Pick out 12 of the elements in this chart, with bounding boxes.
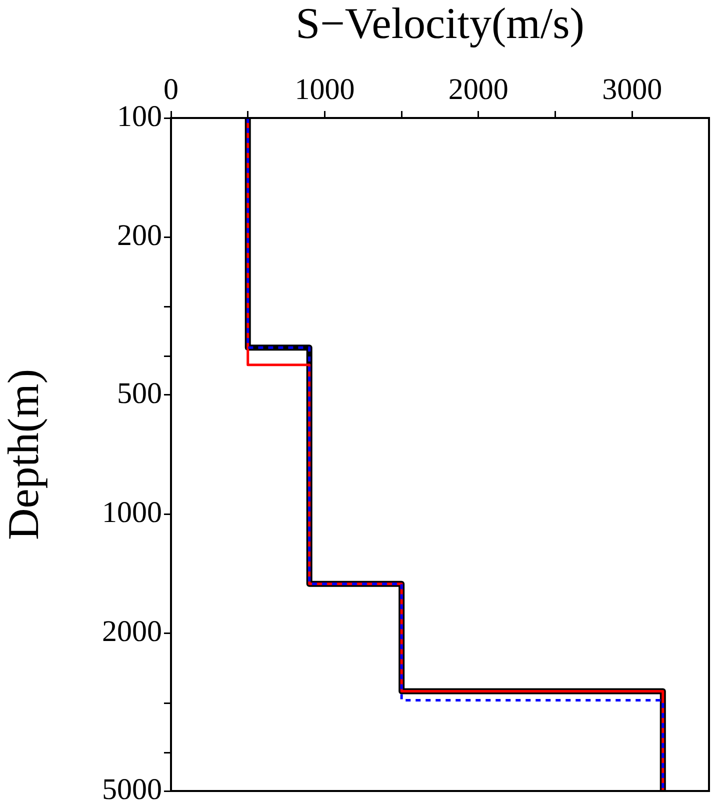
x-axis-title: S−Velocity(m/s): [296, 0, 584, 48]
x-tick-label: 0: [164, 72, 178, 106]
y-tick-label: 2000: [102, 615, 162, 648]
y-tick-label: 200: [117, 219, 162, 252]
y-tick-label: 100: [117, 100, 162, 133]
x-tick-label: 3000: [602, 72, 662, 106]
y-axis-title: Depth(m): [0, 368, 48, 540]
y-tick-label: 1000: [102, 496, 162, 529]
x-tick-label: 2000: [448, 72, 508, 106]
y-tick-label: 5000: [102, 772, 162, 806]
x-tick-label: 1000: [294, 72, 355, 106]
y-tick-label: 500: [117, 376, 162, 410]
